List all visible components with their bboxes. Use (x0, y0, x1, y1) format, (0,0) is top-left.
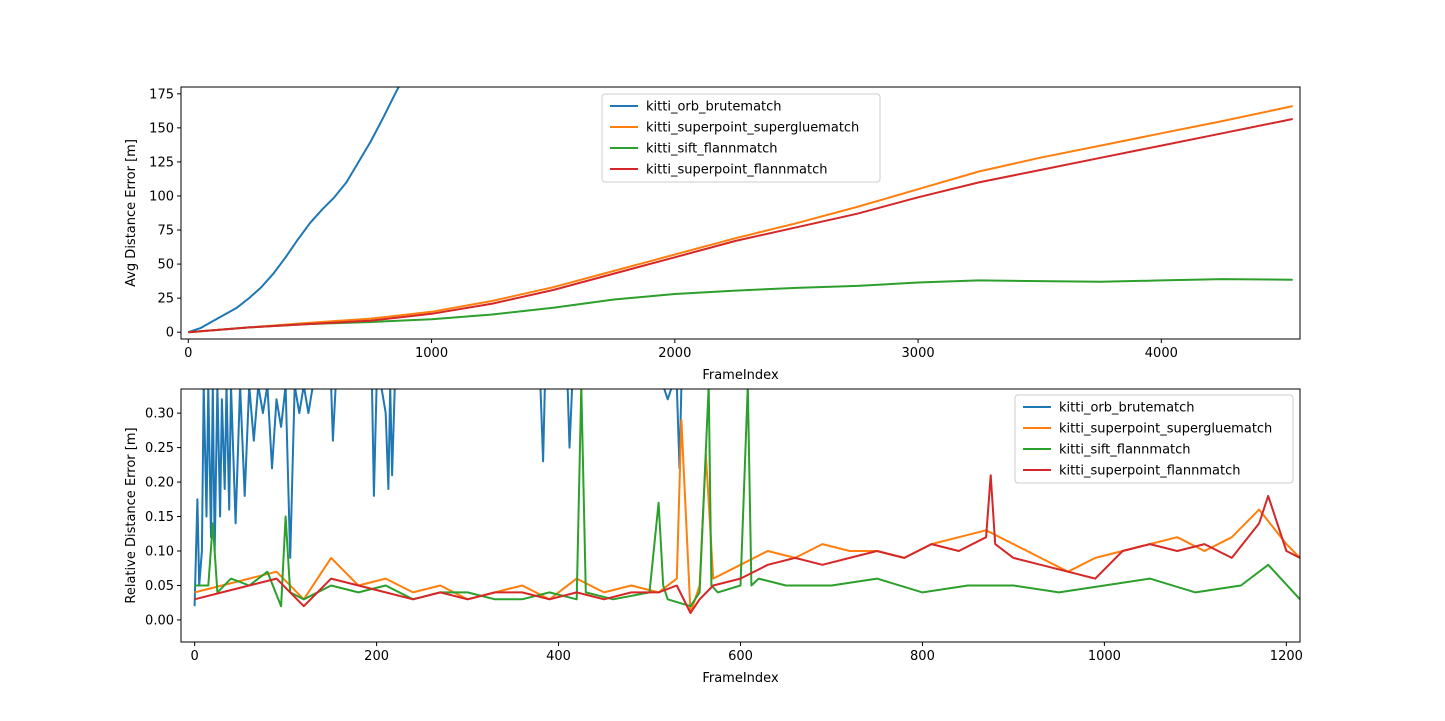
x-tick-label: 1200 (1270, 649, 1303, 664)
y-tick-label: 0.05 (145, 579, 174, 594)
y-tick-label: 25 (157, 292, 174, 307)
y-tick-label: 0.00 (145, 613, 174, 628)
x-axis-label: FrameIndex (702, 671, 779, 686)
y-tick-label: 75 (157, 224, 174, 239)
y-tick-label: 0.30 (145, 407, 174, 422)
relative-distance-error-chart: 0 200 400 600 800 1000 1200 0.00 0.05 0.10 0.15 0.2… (124, 388, 1303, 686)
legend-label: kitti_superpoint_flannmatch (1059, 464, 1240, 479)
legend-label: kitti_superpoint_supergluematch (1059, 422, 1272, 437)
legend-label: kitti_superpoint_flannmatch (646, 163, 827, 178)
series-line-kitti-superpoint-flannmatch (194, 474, 1300, 614)
legend-box (601, 93, 881, 183)
y-tick-label: 0 (166, 326, 174, 341)
legend-label: kitti_superpoint_supergluematch (646, 121, 859, 136)
legend-label: kitti_orb_brutematch (646, 100, 782, 115)
x-tick-label: 200 (364, 649, 389, 664)
x-axis-label: FrameIndex (702, 368, 779, 383)
series-line-kitti-orb-brutematch (193, 389, 683, 607)
x-tick-label: 400 (546, 649, 571, 664)
series-line-kitti-orb-brutematch (187, 87, 400, 334)
x-tick-label: 2000 (658, 346, 691, 361)
y-tick-label: 50 (157, 258, 174, 273)
legend-label: kitti_orb_brutematch (1059, 401, 1195, 416)
x-tick-label: 4000 (1145, 346, 1178, 361)
x-tick-label: 0 (191, 649, 199, 664)
y-tick-label: 0.10 (145, 545, 174, 560)
avg-distance-error-chart: 0 1000 2000 3000 4000 0 25 50 75 100 125 150 175 Fram… (124, 86, 1301, 383)
series-line-kitti-superpoint-flannmatch (188, 118, 1293, 334)
legend: kitti_orb_brutematch kitti_superpoint_sup… (601, 93, 881, 183)
legend-label: kitti_sift_flannmatch (646, 142, 778, 157)
y-tick-label: 0.15 (145, 510, 174, 525)
x-tick-label: 600 (728, 649, 753, 664)
x-tick-label: 3000 (902, 346, 935, 361)
x-tick-label: 1000 (1088, 649, 1121, 664)
y-tick-label: 175 (149, 87, 174, 102)
x-tick-label: 1000 (415, 346, 448, 361)
y-axis-label: Relative Distance Error [m] (124, 427, 139, 603)
x-tick-label: 800 (910, 649, 935, 664)
axes-frame (180, 86, 1301, 340)
y-tick-label: 150 (149, 121, 174, 136)
legend-box (1014, 394, 1294, 484)
y-axis-label: Avg Distance Error [m] (124, 139, 139, 287)
legend-label: kitti_sift_flannmatch (1059, 443, 1191, 458)
y-tick-label: 100 (149, 189, 174, 204)
series-line-kitti-sift-flannmatch (188, 278, 1293, 334)
y-tick-label: 125 (149, 155, 174, 170)
series-line-kitti-sift-flannmatch (194, 389, 1300, 608)
y-tick-label: 0.20 (145, 476, 174, 491)
x-tick-label: 0 (184, 346, 192, 361)
series-line-kitti-superpoint-supergluematch (188, 105, 1293, 334)
legend: kitti_orb_brutematch kitti_superpoint_sup… (1014, 394, 1294, 484)
y-tick-label: 0.25 (145, 441, 174, 456)
